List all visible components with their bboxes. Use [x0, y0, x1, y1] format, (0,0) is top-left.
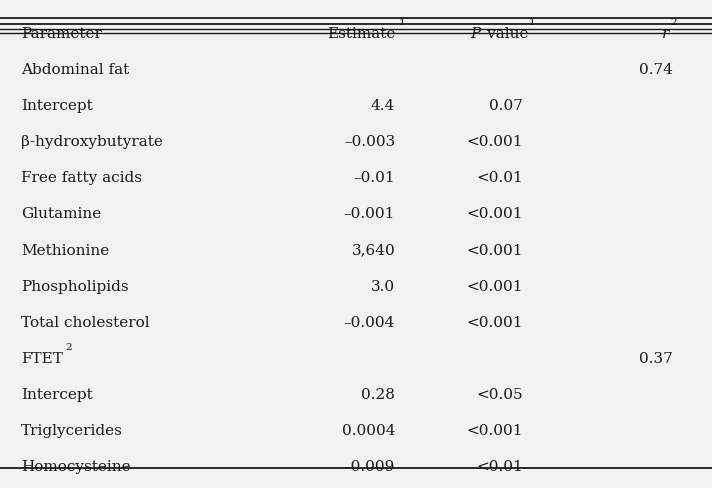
- Text: <0.01: <0.01: [476, 460, 523, 474]
- Text: –0.01: –0.01: [354, 171, 395, 185]
- Text: Estimate: Estimate: [327, 27, 395, 41]
- Text: 2: 2: [671, 18, 677, 27]
- Text: 0.28: 0.28: [361, 388, 395, 402]
- Text: 0.74: 0.74: [639, 63, 673, 77]
- Text: <0.001: <0.001: [467, 280, 523, 294]
- Text: <0.05: <0.05: [477, 388, 523, 402]
- Text: Abdominal fat: Abdominal fat: [21, 63, 130, 77]
- Text: 3.0: 3.0: [371, 280, 395, 294]
- Text: –0.009: –0.009: [344, 460, 395, 474]
- Text: P: P: [470, 27, 480, 41]
- Text: 2: 2: [66, 343, 72, 352]
- Text: 4.4: 4.4: [371, 99, 395, 113]
- Text: <0.001: <0.001: [467, 424, 523, 438]
- Text: –0.001: –0.001: [344, 207, 395, 222]
- Text: Homocysteine: Homocysteine: [21, 460, 131, 474]
- Text: Glutamine: Glutamine: [21, 207, 102, 222]
- Text: 0.37: 0.37: [639, 352, 673, 366]
- Text: –0.004: –0.004: [344, 316, 395, 330]
- Text: Intercept: Intercept: [21, 99, 93, 113]
- Text: r: r: [662, 27, 669, 41]
- Text: <0.001: <0.001: [467, 207, 523, 222]
- Text: <0.001: <0.001: [467, 244, 523, 258]
- Text: Free fatty acids: Free fatty acids: [21, 171, 142, 185]
- Text: -value: -value: [482, 27, 528, 41]
- Text: 1: 1: [399, 18, 405, 27]
- Text: 1: 1: [529, 18, 535, 27]
- Text: –0.003: –0.003: [344, 135, 395, 149]
- Text: 0.0004: 0.0004: [342, 424, 395, 438]
- Text: β-hydroxybutyrate: β-hydroxybutyrate: [21, 135, 163, 149]
- Text: Phospholipids: Phospholipids: [21, 280, 129, 294]
- Text: FTET: FTET: [21, 352, 63, 366]
- Text: Intercept: Intercept: [21, 388, 93, 402]
- Text: Total cholesterol: Total cholesterol: [21, 316, 150, 330]
- Text: <0.001: <0.001: [467, 135, 523, 149]
- Text: 3,640: 3,640: [352, 244, 395, 258]
- Text: Triglycerides: Triglycerides: [21, 424, 123, 438]
- Text: Methionine: Methionine: [21, 244, 110, 258]
- Text: <0.01: <0.01: [476, 171, 523, 185]
- Text: 0.07: 0.07: [489, 99, 523, 113]
- Text: Parameter: Parameter: [21, 27, 103, 41]
- Text: <0.001: <0.001: [467, 316, 523, 330]
